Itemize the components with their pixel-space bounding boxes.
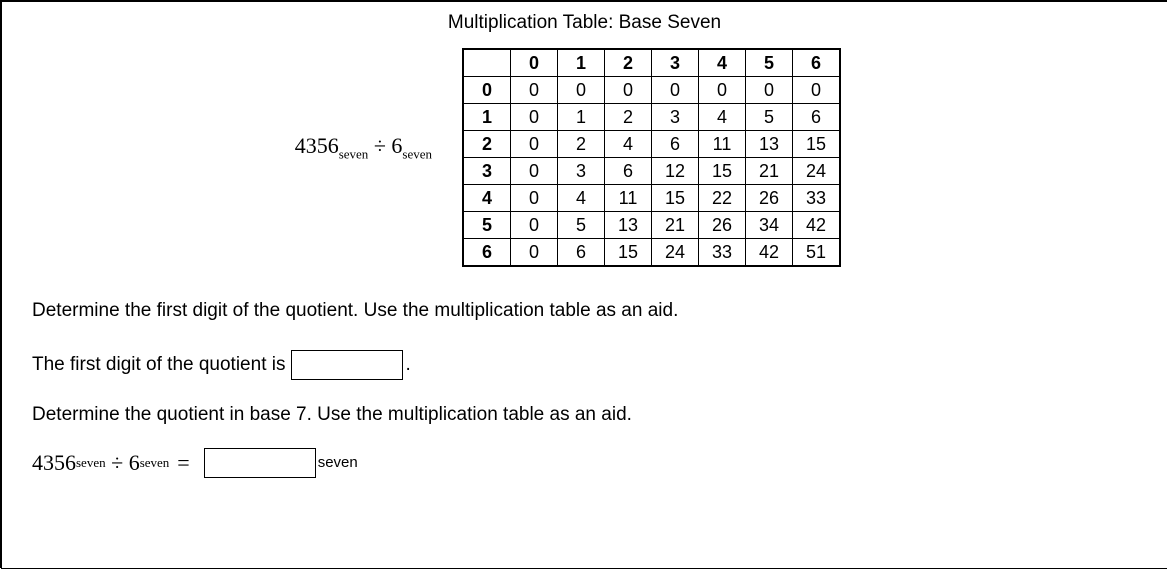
cell: 0 [793, 77, 841, 104]
cell: 4 [699, 104, 746, 131]
cell: 6 [793, 104, 841, 131]
cell: 5 [558, 212, 605, 239]
cell: 0 [511, 239, 558, 267]
cell: 0 [558, 77, 605, 104]
cell: 13 [746, 131, 793, 158]
cell: 0 [511, 158, 558, 185]
cell: 21 [652, 212, 699, 239]
answer-first-digit-period: . [405, 354, 410, 376]
table-row: 5 0 5 13 21 26 34 42 [463, 212, 840, 239]
row-header: 4 [463, 185, 511, 212]
cell: 0 [511, 185, 558, 212]
top-region: 4356seven ÷ 6seven 0 1 2 3 4 5 6 0 0 0 0 [32, 48, 1137, 267]
cell: 24 [652, 239, 699, 267]
table-row: 6 0 6 15 24 33 42 51 [463, 239, 840, 267]
table-row: 0 0 0 0 0 0 0 0 [463, 77, 840, 104]
cell: 0 [652, 77, 699, 104]
multiplication-table: 0 1 2 3 4 5 6 0 0 0 0 0 0 0 0 1 0 1 [462, 48, 841, 267]
final-dividend: 4356 [32, 450, 76, 476]
final-expression-line: 4356seven ÷ 6seven = seven [32, 448, 1137, 478]
dividend-sub: seven [339, 146, 369, 161]
col-header: 3 [652, 49, 699, 77]
cell: 34 [746, 212, 793, 239]
expression-column: 4356seven ÷ 6seven [32, 48, 462, 162]
final-divisor-sub: seven [140, 455, 170, 471]
cell: 0 [511, 212, 558, 239]
row-header: 1 [463, 104, 511, 131]
first-digit-input[interactable] [291, 350, 403, 380]
cell: 33 [699, 239, 746, 267]
cell: 0 [605, 77, 652, 104]
cell: 51 [793, 239, 841, 267]
quotient-input[interactable] [204, 448, 316, 478]
cell: 5 [746, 104, 793, 131]
table-row: 2 0 2 4 6 11 13 15 [463, 131, 840, 158]
row-header: 2 [463, 131, 511, 158]
cell: 42 [793, 212, 841, 239]
row-header: 6 [463, 239, 511, 267]
cell: 24 [793, 158, 841, 185]
divisor-sub: seven [402, 146, 432, 161]
prompt-quotient: Determine the quotient in base 7. Use th… [32, 404, 1137, 426]
cell: 2 [605, 104, 652, 131]
final-unit: seven [318, 454, 358, 471]
row-header: 0 [463, 77, 511, 104]
cell: 15 [605, 239, 652, 267]
cell: 42 [746, 239, 793, 267]
row-header: 5 [463, 212, 511, 239]
cell: 33 [793, 185, 841, 212]
final-divisor: 6 [129, 450, 140, 476]
cell: 0 [511, 131, 558, 158]
table-row: 1 0 1 2 3 4 5 6 [463, 104, 840, 131]
cell: 11 [699, 131, 746, 158]
op-divide: ÷ [374, 133, 386, 158]
col-header: 0 [511, 49, 558, 77]
cell: 13 [605, 212, 652, 239]
dividend: 4356 [295, 133, 339, 158]
cell: 0 [511, 104, 558, 131]
cell: 12 [652, 158, 699, 185]
division-expression: 4356seven ÷ 6seven [295, 133, 432, 158]
final-op: ÷ [111, 450, 123, 476]
cell: 3 [652, 104, 699, 131]
table-corner [463, 49, 511, 77]
table-row: 4 0 4 11 15 22 26 33 [463, 185, 840, 212]
cell: 1 [558, 104, 605, 131]
cell: 26 [746, 185, 793, 212]
cell: 4 [558, 185, 605, 212]
col-header: 6 [793, 49, 841, 77]
cell: 11 [605, 185, 652, 212]
col-header: 2 [605, 49, 652, 77]
cell: 26 [699, 212, 746, 239]
prompt-first-digit: Determine the first digit of the quotien… [32, 297, 1137, 326]
final-equals: = [177, 450, 189, 476]
page-title: Multiplication Table: Base Seven [32, 12, 1137, 34]
col-header: 1 [558, 49, 605, 77]
col-header: 4 [699, 49, 746, 77]
cell: 15 [699, 158, 746, 185]
cell: 6 [652, 131, 699, 158]
cell: 15 [652, 185, 699, 212]
cell: 0 [746, 77, 793, 104]
cell: 6 [558, 239, 605, 267]
table-row: 3 0 3 6 12 15 21 24 [463, 158, 840, 185]
table-header-row: 0 1 2 3 4 5 6 [463, 49, 840, 77]
row-header: 3 [463, 158, 511, 185]
cell: 4 [605, 131, 652, 158]
cell: 15 [793, 131, 841, 158]
cell: 0 [699, 77, 746, 104]
cell: 3 [558, 158, 605, 185]
answer-first-digit-label: The first digit of the quotient is [32, 354, 285, 376]
answer-first-digit-line: The first digit of the quotient is . [32, 350, 1137, 380]
cell: 2 [558, 131, 605, 158]
final-dividend-sub: seven [76, 455, 106, 471]
page-container: Multiplication Table: Base Seven 4356sev… [2, 2, 1167, 498]
cell: 6 [605, 158, 652, 185]
col-header: 5 [746, 49, 793, 77]
cell: 0 [511, 77, 558, 104]
divisor: 6 [391, 133, 402, 158]
cell: 21 [746, 158, 793, 185]
cell: 22 [699, 185, 746, 212]
